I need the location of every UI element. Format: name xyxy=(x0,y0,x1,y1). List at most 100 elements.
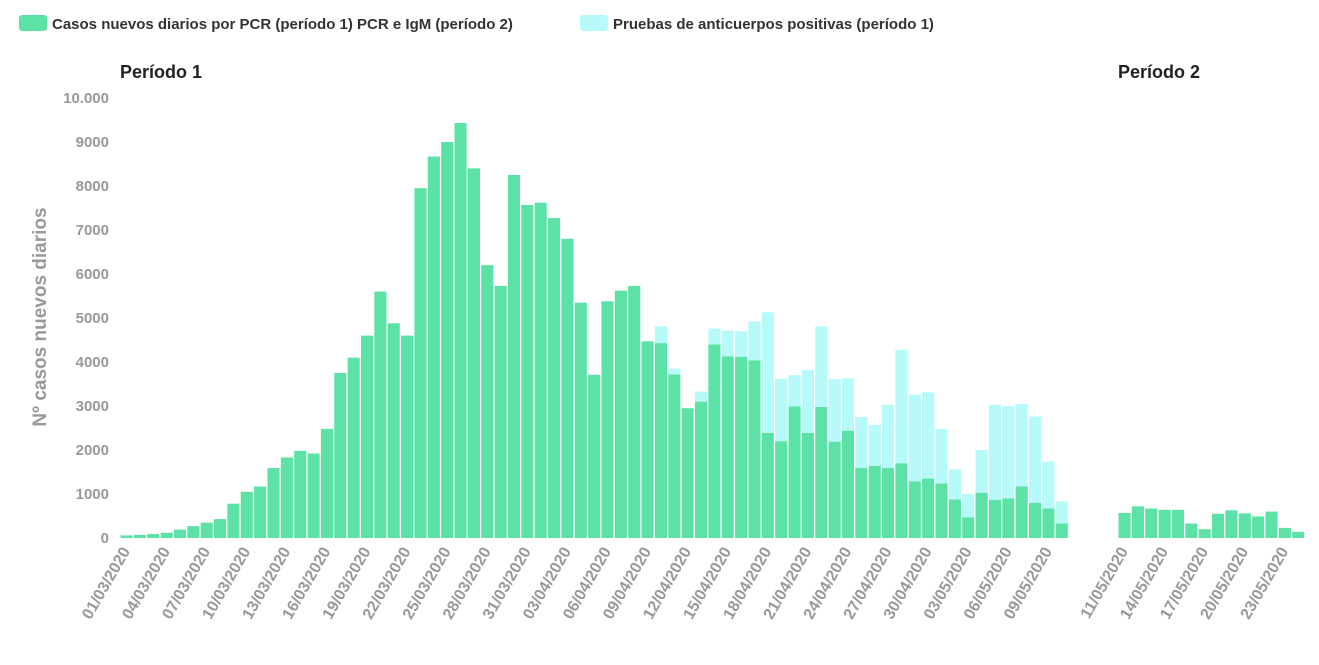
bar-pcr xyxy=(280,457,293,538)
bar-antibody xyxy=(988,404,1001,500)
bar-pcr xyxy=(761,432,774,538)
bar-antibody xyxy=(1015,403,1028,487)
bar-pcr xyxy=(494,285,507,538)
bar-antibody xyxy=(922,392,935,479)
bar-pcr xyxy=(1252,516,1265,538)
bar-pcr xyxy=(1278,527,1291,538)
x-axis-ticks: 01/03/202004/03/202007/03/202010/03/2020… xyxy=(79,544,1292,622)
bar-pcr xyxy=(828,441,841,538)
legend: Casos nuevos diarios por PCR (período 1)… xyxy=(19,15,934,33)
bar-pcr xyxy=(1118,512,1131,538)
bar-pcr xyxy=(601,301,614,538)
legend-label-pcr: Casos nuevos diarios por PCR (período 1)… xyxy=(52,16,513,33)
bar-pcr xyxy=(1131,506,1144,538)
bar-antibody xyxy=(895,349,908,464)
bar-antibody xyxy=(721,330,734,357)
legend-swatch-antibody xyxy=(580,15,608,31)
bar-antibody xyxy=(948,469,961,500)
bar-pcr xyxy=(454,123,467,538)
bar-pcr xyxy=(1145,508,1158,538)
bar-antibody xyxy=(694,391,708,402)
bar-pcr xyxy=(187,526,200,538)
bar-pcr xyxy=(855,468,868,538)
y-tick-label: 8000 xyxy=(76,178,109,195)
bar-pcr xyxy=(922,478,935,538)
bar-pcr xyxy=(948,499,961,538)
bar-pcr xyxy=(775,441,788,538)
bar-pcr xyxy=(240,491,253,538)
bar-antibody xyxy=(788,375,801,407)
bar-pcr xyxy=(975,492,988,538)
bar-pcr xyxy=(334,373,347,538)
bar-pcr xyxy=(374,291,387,538)
bar-pcr xyxy=(548,218,561,538)
bar-pcr xyxy=(214,519,227,538)
bar-pcr xyxy=(307,453,320,538)
bar-pcr xyxy=(708,344,721,538)
bar-pcr xyxy=(588,374,601,538)
bar-pcr xyxy=(681,408,694,538)
bar-antibody xyxy=(654,326,667,344)
bar-pcr xyxy=(267,468,280,538)
bar-pcr xyxy=(1015,486,1028,538)
bar-pcr xyxy=(1002,498,1015,538)
bar-pcr xyxy=(1265,511,1278,538)
y-tick-label: 7000 xyxy=(76,222,109,239)
bar-pcr xyxy=(347,357,360,538)
bar-pcr xyxy=(147,534,160,538)
bar-pcr xyxy=(467,168,480,538)
bar-antibody xyxy=(801,369,814,433)
bar-pcr xyxy=(1028,502,1042,538)
y-tick-label: 10.000 xyxy=(63,90,109,107)
bar-antibody xyxy=(962,494,975,518)
bar-pcr xyxy=(614,290,627,538)
bar-pcr xyxy=(414,188,427,538)
bar-pcr xyxy=(200,522,213,538)
bar-pcr xyxy=(387,323,400,538)
bar-pcr xyxy=(801,432,814,538)
bar-pcr xyxy=(788,406,801,538)
bar-pcr xyxy=(507,175,521,538)
bar-pcr xyxy=(882,468,895,538)
bar-pcr xyxy=(641,341,654,538)
y-tick-label: 6000 xyxy=(76,266,109,283)
bar-antibody xyxy=(828,379,841,442)
y-tick-label: 0 xyxy=(101,530,109,547)
panel-title-periodo-1: Período 1 xyxy=(120,62,202,82)
bar-pcr xyxy=(574,302,587,538)
bar-pcr xyxy=(1292,531,1305,538)
bar-pcr xyxy=(908,481,921,538)
bar-pcr xyxy=(1171,509,1185,538)
bar-antibody xyxy=(748,321,761,361)
bar-antibody xyxy=(1042,461,1055,509)
bar-pcr xyxy=(481,265,494,538)
bar-pcr xyxy=(173,529,187,538)
bar-pcr xyxy=(1238,513,1251,538)
bar-pcr xyxy=(1212,513,1225,538)
bar-pcr xyxy=(401,335,414,538)
y-tick-label: 5000 xyxy=(76,310,109,327)
bar-pcr xyxy=(160,532,173,538)
bar-antibody xyxy=(735,331,748,357)
y-tick-label: 9000 xyxy=(76,134,109,151)
bar-pcr xyxy=(628,285,641,538)
bar-pcr xyxy=(1055,523,1068,538)
bar-antibody xyxy=(841,378,855,431)
bar-antibody xyxy=(761,312,774,433)
bar-pcr xyxy=(360,335,374,538)
bars-periodo-1 xyxy=(120,123,1068,539)
y-tick-label: 3000 xyxy=(76,398,109,415)
y-axis-ticks: 0 1000 2000 3000 4000 5000 6000 7000 8000 9000 10.… xyxy=(63,90,109,547)
bar-pcr xyxy=(1185,523,1198,538)
bar-pcr xyxy=(1225,510,1238,538)
bar-pcr xyxy=(534,202,547,538)
y-tick-label: 2000 xyxy=(76,442,109,459)
bar-antibody xyxy=(868,424,881,466)
y-tick-label: 4000 xyxy=(76,354,109,371)
bars-periodo-2 xyxy=(1118,506,1305,538)
bar-antibody xyxy=(668,368,681,375)
bar-pcr xyxy=(1198,529,1211,538)
bar-pcr xyxy=(735,356,748,538)
bar-pcr xyxy=(721,356,734,538)
bar-pcr xyxy=(120,535,133,538)
